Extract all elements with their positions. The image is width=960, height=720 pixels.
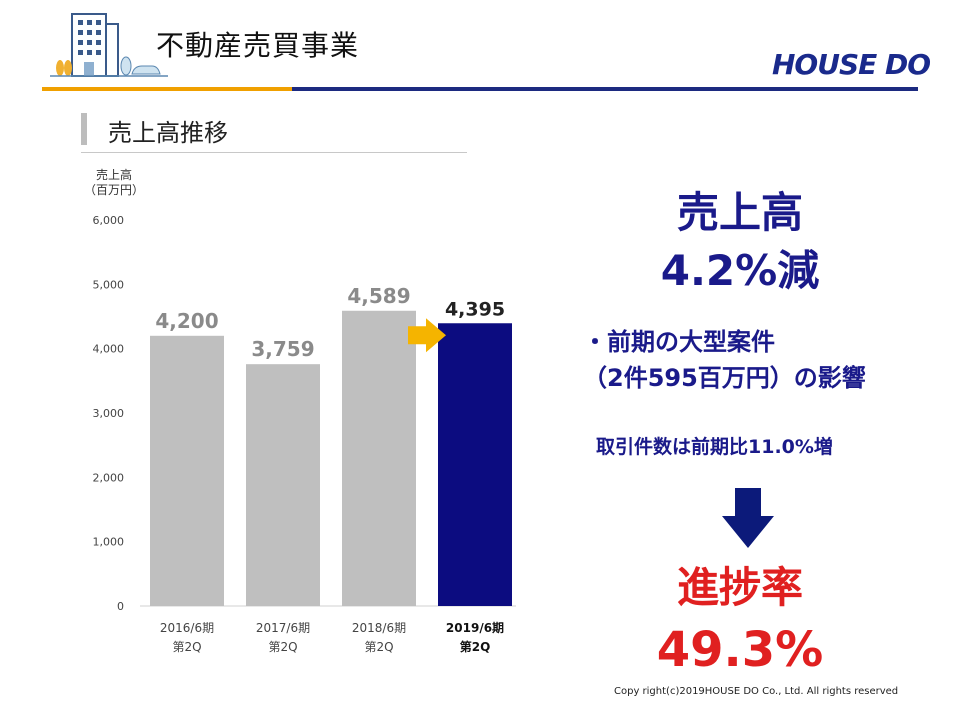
header-rule-navy: [292, 87, 918, 91]
y-axis-label: 売上高 （百万円）: [84, 168, 144, 198]
note-transaction-count: 取引件数は前期比11.0%増: [596, 436, 833, 458]
y-tick-label: 5,000: [93, 278, 125, 291]
x-tick-label: 第2Q: [364, 640, 393, 654]
x-tick-label: 2017/6期: [256, 621, 310, 635]
headline-change: 4.2%減: [660, 246, 820, 295]
x-tick-label: 第2Q: [172, 640, 201, 654]
bar: [150, 335, 224, 606]
highlight-arrow-icon: [408, 318, 446, 353]
y-tick-label: 6,000: [93, 214, 125, 227]
copyright-notice: Copy right(c)2019HOUSE DO Co., Ltd. All …: [614, 686, 899, 697]
sales-bar-chart: 0 1,000 2,000 3,000 4,000 5,000 6,000 4,200 2016…: [93, 214, 516, 654]
bar: [342, 310, 416, 606]
x-tick-label: 2019/6期: [446, 620, 504, 635]
bar-value-label: 3,759: [251, 337, 314, 361]
bar-value-label: 4,200: [155, 309, 218, 333]
note-large-deal: ・前期の大型案件: [583, 328, 775, 356]
section-marker: [81, 113, 87, 145]
house-do-logo: HOUSE DO: [772, 48, 931, 81]
page-title: 不動産売買事業: [156, 29, 360, 62]
bar: [438, 323, 512, 606]
bar-value-label: 4,395: [445, 298, 505, 320]
x-tick-label: 第2Q: [460, 639, 491, 654]
y-tick-label: 4,000: [93, 343, 125, 356]
y-axis-label-line1: 売上高: [96, 168, 133, 182]
y-tick-label: 0: [117, 600, 124, 613]
progress-label: 進捗率: [676, 563, 803, 612]
headline-sales: 売上高: [676, 188, 803, 237]
progress-value: 49.3%: [656, 622, 824, 678]
x-tick-label: 第2Q: [268, 640, 297, 654]
x-tick-label: 2016/6期: [160, 621, 214, 635]
section-title: 売上高推移: [108, 119, 228, 147]
section-underline: [81, 152, 467, 153]
y-axis-label-line2: （百万円）: [84, 183, 145, 197]
building-illustration-icon: [50, 13, 168, 77]
y-tick-label: 2,000: [93, 471, 125, 484]
bar-value-label: 4,589: [347, 284, 410, 308]
note-large-deal-detail: （2件595百万円）の影響: [583, 364, 866, 392]
bar: [246, 364, 320, 606]
y-tick-label: 1,000: [93, 536, 125, 549]
down-arrow-icon: [722, 488, 774, 548]
x-tick-label: 2018/6期: [352, 621, 406, 635]
y-tick-label: 3,000: [93, 407, 125, 420]
header-rule-orange: [42, 87, 292, 91]
